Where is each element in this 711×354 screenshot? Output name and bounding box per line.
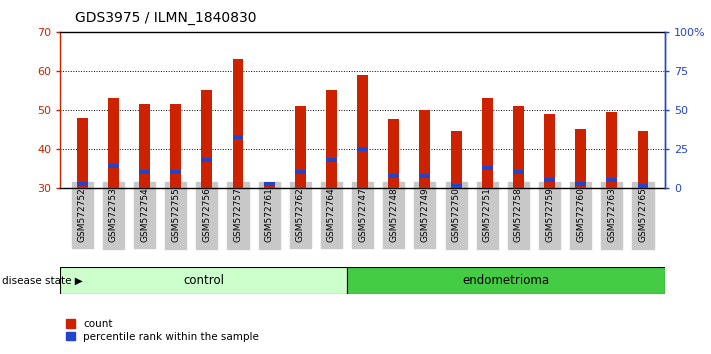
- Text: endometrioma: endometrioma: [462, 274, 550, 287]
- Bar: [108, 164, 119, 168]
- Bar: [201, 159, 213, 162]
- Text: GDS3975 / ILMN_1840830: GDS3975 / ILMN_1840830: [75, 11, 256, 25]
- Bar: [513, 170, 524, 174]
- Bar: [419, 110, 430, 188]
- Bar: [139, 170, 150, 174]
- Bar: [606, 112, 617, 188]
- Bar: [575, 129, 586, 188]
- Bar: [451, 131, 461, 188]
- Bar: [388, 174, 399, 178]
- Bar: [232, 135, 243, 139]
- Bar: [232, 59, 243, 188]
- Bar: [326, 90, 337, 188]
- Bar: [638, 184, 648, 188]
- Bar: [326, 159, 337, 162]
- Bar: [295, 170, 306, 174]
- Text: disease state ▶: disease state ▶: [2, 275, 83, 286]
- Bar: [201, 90, 213, 188]
- Bar: [575, 182, 586, 185]
- Bar: [482, 98, 493, 188]
- Bar: [170, 104, 181, 188]
- Bar: [108, 98, 119, 188]
- Bar: [170, 170, 181, 174]
- Bar: [419, 174, 430, 178]
- Bar: [357, 147, 368, 151]
- Bar: [482, 166, 493, 170]
- Bar: [544, 114, 555, 188]
- Bar: [139, 104, 150, 188]
- Text: control: control: [183, 274, 224, 287]
- Bar: [264, 182, 274, 188]
- Bar: [295, 106, 306, 188]
- Bar: [264, 182, 274, 185]
- Bar: [544, 178, 555, 182]
- Bar: [388, 120, 399, 188]
- Bar: [606, 178, 617, 182]
- Legend: count, percentile rank within the sample: count, percentile rank within the sample: [65, 319, 260, 342]
- Bar: [60, 267, 347, 294]
- Bar: [357, 75, 368, 188]
- Bar: [347, 267, 665, 294]
- Bar: [451, 184, 461, 188]
- Bar: [638, 131, 648, 188]
- Bar: [513, 106, 524, 188]
- Bar: [77, 182, 87, 185]
- Bar: [77, 118, 87, 188]
